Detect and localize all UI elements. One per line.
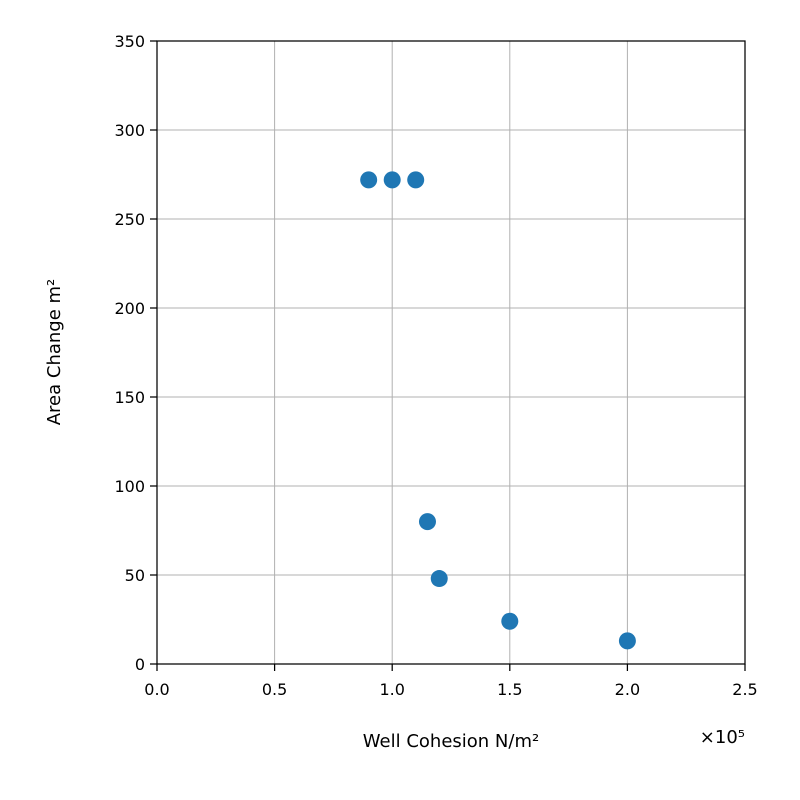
data-point <box>430 570 448 588</box>
x-tick-label: 2.5 <box>732 680 757 699</box>
x-axis-multiplier: ×10⁵ <box>700 727 745 748</box>
y-tick-label: 150 <box>114 388 145 407</box>
y-tick-labels: 0 50 100 150 200 250 300 350 <box>114 32 145 674</box>
y-tick-label: 250 <box>114 210 145 229</box>
y-tick-label: 100 <box>114 477 145 496</box>
data-point <box>383 171 401 189</box>
x-tick-label: 0.5 <box>262 680 287 699</box>
x-tick-label: 2.0 <box>615 680 640 699</box>
data-point <box>407 171 425 189</box>
y-tick-label: 0 <box>135 655 145 674</box>
y-tick-label: 200 <box>114 299 145 318</box>
y-axis-label: Area Change m² <box>44 279 65 426</box>
y-tick-label: 300 <box>114 121 145 140</box>
plot-frame <box>156 40 746 665</box>
grid <box>156 40 746 665</box>
x-axis-label: Well Cohesion N/m² <box>363 731 539 752</box>
axis-ticks <box>150 40 746 671</box>
data-point <box>360 171 378 189</box>
x-tick-label: 1.0 <box>379 680 404 699</box>
x-tick-label: 0.0 <box>144 680 169 699</box>
data-point <box>618 632 636 650</box>
x-tick-label: 1.5 <box>497 680 522 699</box>
y-tick-label: 50 <box>125 566 145 585</box>
data-points <box>360 171 636 650</box>
x-tick-labels: 0.0 0.5 1.0 1.5 2.0 2.5 <box>144 680 757 699</box>
y-tick-label: 350 <box>114 32 145 51</box>
data-point <box>501 612 519 630</box>
data-point <box>418 513 436 531</box>
